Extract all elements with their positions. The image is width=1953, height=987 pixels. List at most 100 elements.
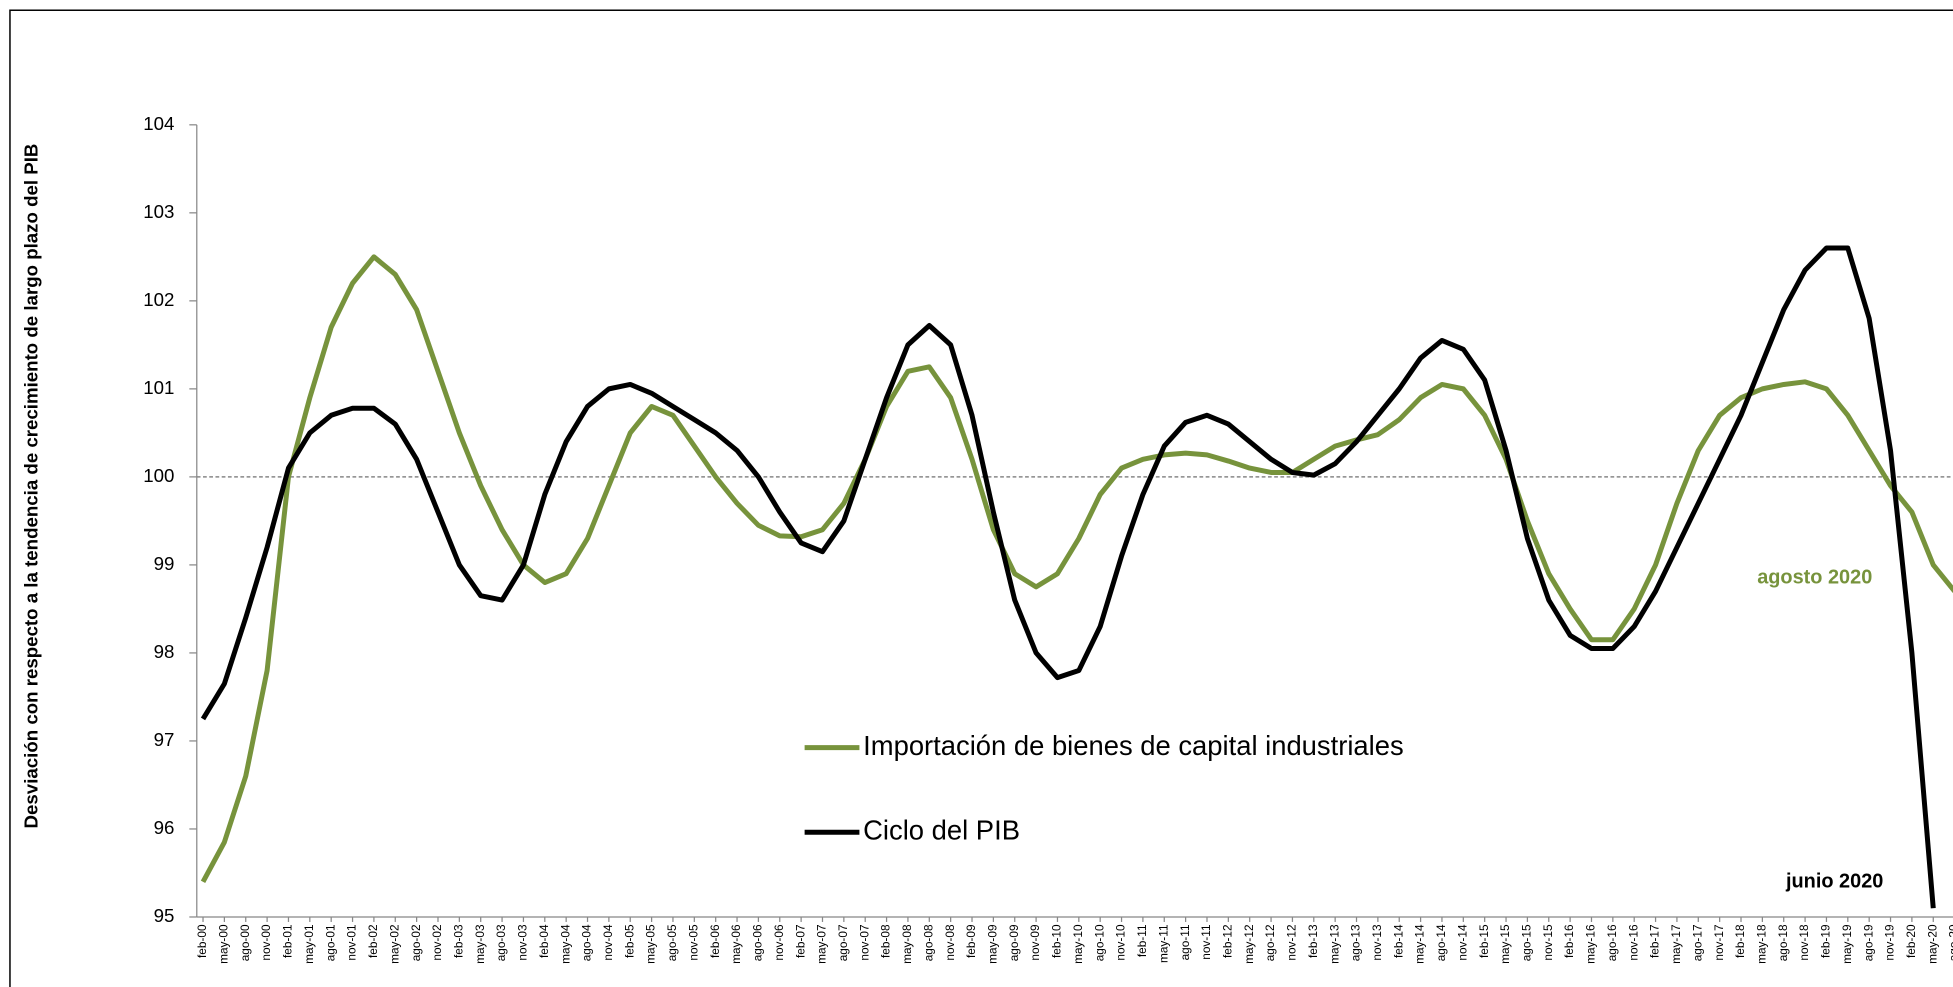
x-tick-label: nov-00: [259, 924, 273, 961]
x-tick-label: ago-14: [1434, 924, 1448, 961]
x-tick-label: ago-01: [323, 924, 337, 961]
y-tick-label: 100: [143, 465, 174, 486]
x-tick-label: ago-06: [751, 924, 765, 961]
x-tick-label: may-08: [900, 924, 914, 964]
x-tick-label: feb-12: [1220, 924, 1234, 958]
x-tick-label: nov-15: [1541, 924, 1555, 961]
x-tick-label: ago-00: [238, 924, 252, 961]
x-tick-label: feb-07: [793, 924, 807, 958]
x-tick-label: may-07: [815, 924, 829, 963]
x-tick-label: may-11: [1156, 924, 1170, 963]
x-tick-label: may-19: [1840, 924, 1854, 964]
x-tick-label: nov-05: [686, 924, 700, 961]
x-tick-label: feb-06: [708, 924, 722, 958]
x-tick-label: may-04: [558, 924, 572, 964]
annotation: junio 2020: [1785, 870, 1883, 892]
x-tick-label: nov-14: [1455, 924, 1469, 961]
x-tick-label: nov-01: [345, 924, 359, 960]
x-tick-label: ago-07: [836, 924, 850, 961]
y-tick-label: 104: [143, 113, 174, 134]
x-tick-label: ago-08: [921, 924, 935, 961]
x-tick-label: ago-03: [494, 924, 508, 961]
x-tick-label: may-01: [302, 924, 316, 963]
x-tick-label: nov-17: [1712, 924, 1726, 960]
x-tick-label: may-00: [217, 924, 231, 964]
series-line: [200, 245, 1936, 909]
y-tick-label: 95: [154, 905, 175, 926]
x-tick-label: feb-15: [1477, 924, 1491, 958]
x-tick-label: feb-17: [1648, 924, 1662, 958]
x-tick-label: may-03: [473, 924, 487, 964]
y-axis-label: Desviación con respecto a la tendencia d…: [20, 144, 41, 829]
x-tick-label: may-20: [1925, 924, 1939, 964]
x-tick-label: ago-16: [1605, 924, 1619, 961]
x-tick-label: feb-09: [964, 924, 978, 958]
x-tick-label: nov-02: [430, 924, 444, 960]
x-tick-label: nov-10: [1114, 924, 1128, 961]
x-tick-label: ago-20: [1947, 924, 1953, 961]
x-tick-label: feb-08: [879, 924, 893, 958]
x-tick-label: may-02: [387, 924, 401, 963]
x-tick-label: nov-18: [1797, 924, 1811, 961]
x-tick-label: nov-16: [1626, 924, 1640, 961]
y-tick-label: 99: [154, 553, 175, 574]
x-tick-label: nov-09: [1028, 924, 1042, 961]
x-tick-label: may-14: [1413, 924, 1427, 964]
x-tick-label: ago-18: [1776, 924, 1790, 961]
x-tick-label: ago-15: [1520, 924, 1534, 961]
series-line: [200, 254, 1953, 883]
x-tick-label: ago-05: [665, 924, 679, 961]
x-tick-label: nov-11: [1199, 924, 1213, 959]
x-tick-label: may-06: [729, 924, 743, 964]
x-tick-label: feb-10: [1050, 924, 1064, 958]
x-tick-label: feb-16: [1562, 924, 1576, 958]
x-tick-label: feb-20: [1904, 924, 1918, 958]
x-tick-label: feb-14: [1391, 924, 1405, 958]
y-tick-label: 102: [143, 289, 174, 310]
x-tick-label: may-16: [1584, 924, 1598, 964]
x-tick-label: nov-03: [516, 924, 530, 961]
annotation: agosto 2020: [1757, 566, 1872, 588]
x-tick-label: ago-09: [1007, 924, 1021, 961]
x-tick-label: nov-19: [1883, 924, 1897, 961]
x-tick-label: ago-13: [1349, 924, 1363, 961]
x-tick-label: may-15: [1498, 924, 1512, 964]
x-tick-label: ago-10: [1092, 924, 1106, 961]
x-tick-label: may-13: [1327, 924, 1341, 964]
x-tick-label: may-09: [986, 924, 1000, 964]
y-tick-label: 96: [154, 817, 175, 838]
x-tick-label: may-05: [644, 924, 658, 964]
x-tick-label: ago-04: [580, 924, 594, 961]
y-tick-label: 98: [154, 641, 175, 662]
x-tick-label: ago-11: [1178, 924, 1192, 960]
x-tick-label: ago-17: [1690, 924, 1704, 961]
y-tick-label: 97: [154, 729, 175, 750]
x-tick-label: nov-07: [857, 924, 871, 960]
x-tick-label: may-10: [1071, 924, 1085, 964]
x-tick-label: nov-06: [772, 924, 786, 961]
legend-label: Importación de bienes de capital industr…: [863, 730, 1404, 761]
x-tick-label: may-18: [1754, 924, 1768, 964]
x-tick-label: feb-01: [281, 924, 295, 958]
x-tick-label: feb-18: [1733, 924, 1747, 958]
frame: [9, 9, 1953, 987]
x-tick-label: feb-05: [622, 924, 636, 958]
x-tick-label: nov-08: [943, 924, 957, 961]
y-tick-label: 101: [143, 377, 174, 398]
x-tick-label: ago-19: [1861, 924, 1875, 961]
legend-label: Ciclo del PIB: [863, 815, 1020, 846]
y-tick-label: 103: [143, 201, 174, 222]
x-tick-label: nov-04: [601, 924, 615, 961]
x-tick-label: feb-02: [366, 924, 380, 958]
plot: [200, 245, 1953, 909]
x-tick-label: feb-19: [1819, 924, 1833, 958]
x-tick-label: feb-04: [537, 924, 551, 958]
x-tick-label: feb-00: [195, 924, 209, 958]
x-tick-label: ago-12: [1263, 924, 1277, 961]
x-tick-label: may-17: [1669, 924, 1683, 963]
x-tick-label: feb-13: [1306, 924, 1320, 958]
x-tick-label: feb-03: [451, 924, 465, 958]
x-tick-label: ago-02: [409, 924, 423, 961]
